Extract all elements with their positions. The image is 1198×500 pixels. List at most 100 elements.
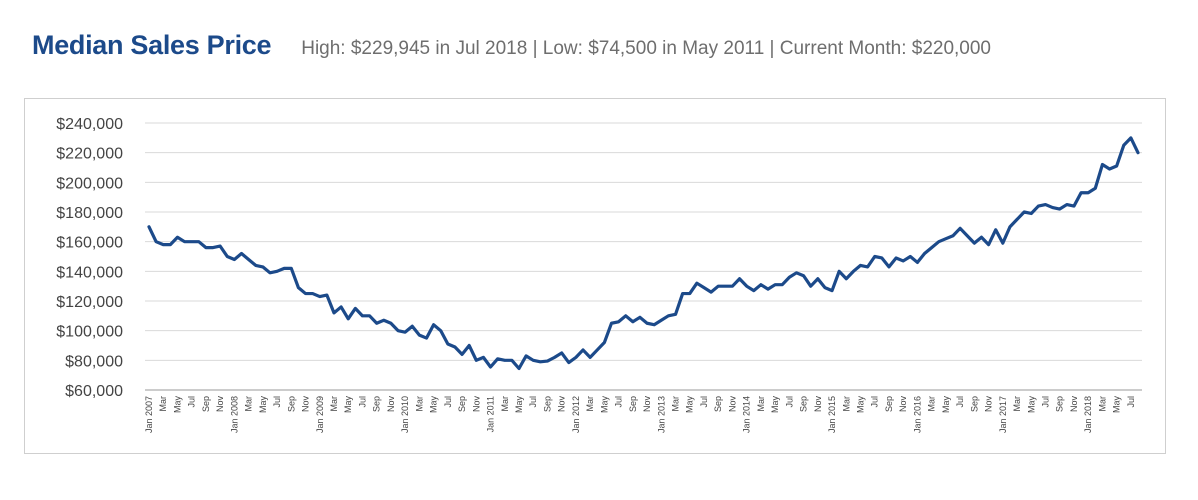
data-point	[952, 234, 954, 237]
x-tick-label: Sep	[542, 396, 552, 412]
data-point	[240, 252, 243, 255]
y-tick-label: $220,000	[56, 146, 123, 163]
data-point	[895, 257, 897, 259]
data-point	[888, 266, 890, 268]
data-point	[745, 285, 748, 287]
data-point	[1073, 205, 1075, 207]
data-point	[696, 282, 698, 285]
data-point	[639, 316, 641, 319]
data-point	[318, 295, 321, 298]
x-tick-label: Jul	[187, 396, 197, 408]
x-tick-label: Nov	[642, 396, 652, 413]
x-tick-label: Mar	[414, 396, 424, 412]
data-point	[418, 334, 421, 336]
data-point	[382, 319, 385, 322]
data-point	[767, 288, 769, 290]
data-point	[1051, 206, 1054, 209]
data-point	[1030, 212, 1033, 215]
x-tick-label: Sep	[372, 396, 382, 412]
data-point	[311, 292, 314, 295]
data-point	[845, 277, 848, 280]
data-point	[802, 274, 805, 277]
data-point	[247, 258, 250, 261]
x-tick-label: Sep	[713, 396, 723, 412]
chart-header: Median Sales Price High: $229,945 in Jul…	[32, 30, 991, 61]
data-point	[269, 272, 271, 274]
data-point	[404, 331, 406, 333]
data-point	[226, 255, 229, 258]
x-tick-label: Nov	[386, 396, 396, 413]
x-tick-label: Jan 2014	[742, 396, 752, 433]
data-point	[205, 246, 207, 249]
data-point	[617, 320, 620, 323]
data-point	[560, 352, 563, 354]
data-point	[632, 320, 634, 323]
data-point	[511, 359, 513, 362]
data-point	[1101, 163, 1104, 166]
y-tick-label: $140,000	[56, 264, 123, 281]
data-point	[326, 294, 328, 296]
data-point	[710, 291, 712, 293]
x-tick-label: Mar	[841, 396, 851, 412]
x-tick-label: Mar	[158, 396, 168, 412]
data-point	[304, 292, 307, 295]
data-point	[518, 367, 520, 370]
data-point	[1080, 191, 1082, 194]
x-tick-label: Jul	[784, 396, 794, 408]
x-tick-label: Mar	[1012, 396, 1022, 412]
x-tick-label: Mar	[671, 396, 681, 412]
data-point	[1044, 203, 1047, 206]
data-point	[532, 359, 535, 362]
data-point	[703, 286, 705, 289]
data-point	[489, 366, 492, 368]
data-point	[866, 266, 869, 268]
data-point	[817, 277, 819, 280]
data-point	[760, 283, 762, 286]
data-point	[539, 361, 542, 363]
data-point	[653, 323, 655, 326]
data-point	[546, 360, 549, 362]
data-point	[482, 356, 485, 359]
data-point	[219, 245, 221, 247]
data-point	[873, 255, 876, 258]
data-point	[567, 361, 570, 364]
data-point	[262, 266, 264, 268]
x-tick-label: Sep	[457, 396, 467, 412]
y-tick-label: $240,000	[56, 116, 123, 133]
x-tick-label: Jan 2012	[571, 396, 581, 433]
data-point	[681, 292, 684, 295]
x-tick-label: Jan 2013	[656, 396, 666, 433]
data-point	[198, 240, 200, 243]
x-tick-label: May	[1112, 396, 1122, 414]
data-point	[973, 242, 976, 244]
x-tick-label: Jul	[699, 396, 709, 408]
x-tick-label: Jan 2016	[912, 396, 922, 433]
x-tick-label: Sep	[969, 396, 979, 412]
data-point	[909, 255, 912, 258]
y-tick-label: $160,000	[56, 235, 123, 252]
x-tick-label: Mar	[500, 396, 510, 412]
series-line	[147, 136, 1140, 371]
y-tick-label: $100,000	[56, 324, 123, 341]
data-point	[1122, 144, 1125, 147]
data-point	[881, 257, 883, 259]
x-tick-label: Jul	[1126, 396, 1136, 408]
data-point	[148, 226, 150, 228]
data-point	[731, 285, 734, 287]
data-point	[297, 286, 300, 289]
data-point	[411, 325, 414, 328]
x-tick-label: Jul	[528, 396, 538, 408]
data-point	[1066, 203, 1068, 206]
data-point	[447, 343, 449, 345]
data-point	[859, 264, 862, 267]
data-point	[1108, 168, 1111, 170]
chart-panel	[24, 98, 1166, 454]
data-point	[432, 323, 435, 326]
data-point	[254, 264, 257, 267]
data-point	[290, 267, 293, 270]
data-point	[496, 358, 499, 360]
x-tick-label: Nov	[727, 396, 737, 413]
x-tick-label: Nov	[813, 396, 823, 413]
y-tick-label: $120,000	[56, 294, 123, 311]
data-point	[162, 243, 165, 246]
